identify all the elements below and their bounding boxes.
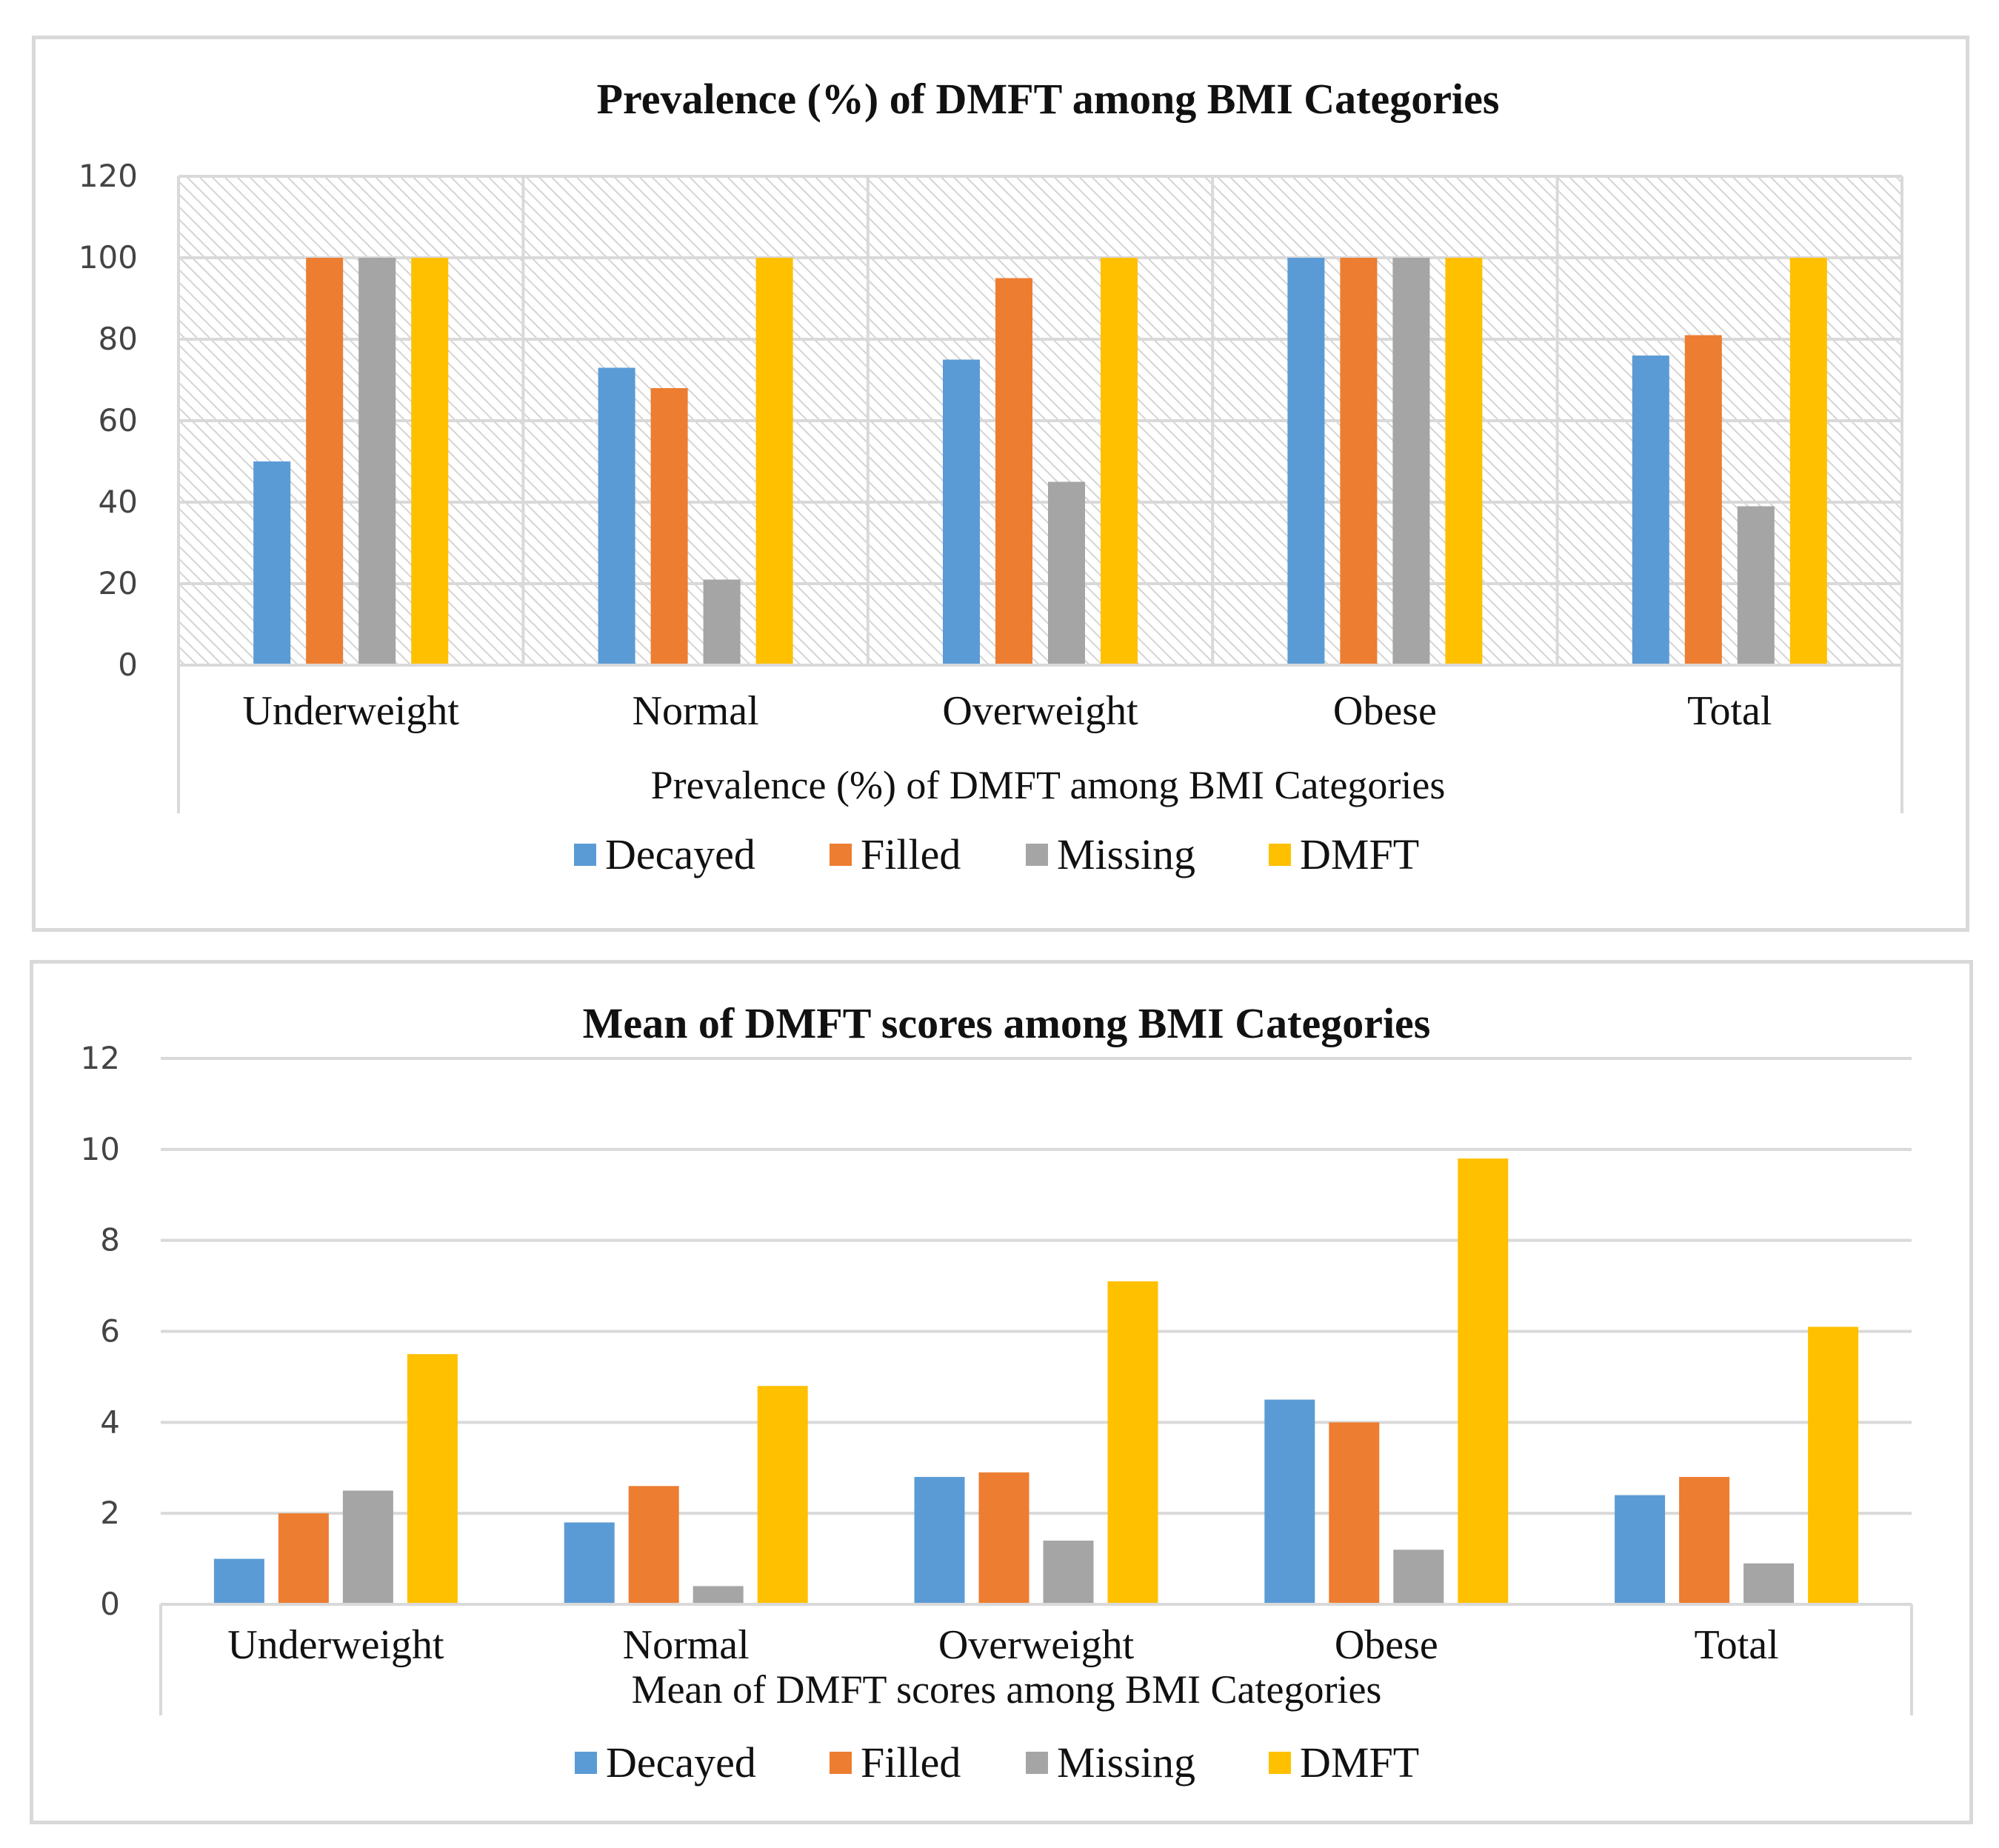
bar-dmft-underweight bbox=[411, 258, 449, 665]
bar-dmft-normal bbox=[755, 258, 793, 665]
x-tick-label: Total bbox=[1694, 1622, 1778, 1668]
bar-dmft-underweight bbox=[407, 1354, 458, 1604]
x-axis-title: Prevalence (%) of DMFT among BMI Categor… bbox=[651, 763, 1446, 807]
bar-decayed-normal bbox=[564, 1522, 615, 1604]
y-tick-label: 40 bbox=[99, 484, 138, 520]
legend-swatch-missing bbox=[1026, 1752, 1048, 1774]
bar-dmft-obese bbox=[1458, 1158, 1509, 1604]
mean-scores-chart-panel: Mean of DMFT scores among BMI Categories… bbox=[30, 960, 1973, 1824]
legend-label-decayed: Decayed bbox=[606, 1738, 756, 1787]
x-tick-label: Underweight bbox=[227, 1622, 444, 1668]
bar-decayed-overweight bbox=[943, 359, 980, 665]
legend-swatch-filled bbox=[830, 1752, 852, 1774]
x-tick-label: Total bbox=[1687, 688, 1772, 734]
chart-title: Prevalence (%) of DMFT among BMI Categor… bbox=[597, 75, 1500, 123]
x-axis-title: Mean of DMFT scores among BMI Categories bbox=[632, 1667, 1382, 1712]
chart-title: Mean of DMFT scores among BMI Categories bbox=[583, 999, 1431, 1047]
y-tick-label: 0 bbox=[118, 647, 138, 683]
bar-filled-underweight bbox=[306, 258, 344, 665]
prevalence-chart: Prevalence (%) of DMFT among BMI Categor… bbox=[79, 75, 1903, 878]
y-tick-label: 12 bbox=[81, 1040, 120, 1076]
bar-missing-underweight bbox=[358, 258, 396, 665]
bar-dmft-total bbox=[1789, 258, 1827, 665]
bar-decayed-underweight bbox=[213, 1558, 264, 1604]
bar-dmft-overweight bbox=[1101, 258, 1138, 665]
bar-missing-obese bbox=[1392, 258, 1430, 665]
bar-decayed-obese bbox=[1287, 258, 1325, 665]
y-tick-label: 20 bbox=[99, 565, 138, 601]
legend-label-filled: Filled bbox=[861, 830, 961, 878]
bar-missing-total bbox=[1743, 1563, 1795, 1604]
legend-swatch-dmft bbox=[1269, 844, 1291, 866]
bar-decayed-obese bbox=[1264, 1399, 1315, 1604]
bar-filled-total bbox=[1684, 335, 1722, 665]
y-tick-label: 80 bbox=[99, 321, 138, 357]
bar-filled-overweight bbox=[995, 278, 1032, 665]
y-tick-label: 4 bbox=[100, 1404, 120, 1440]
legend-label-dmft: DMFT bbox=[1300, 830, 1419, 878]
y-tick-label: 0 bbox=[100, 1586, 120, 1622]
y-tick-label: 10 bbox=[81, 1131, 120, 1167]
y-tick-label: 100 bbox=[79, 239, 138, 276]
legend-label-dmft: DMFT bbox=[1300, 1738, 1419, 1787]
legend-swatch-missing bbox=[1026, 844, 1048, 866]
legend-swatch-dmft bbox=[1269, 1752, 1291, 1774]
legend-label-filled: Filled bbox=[861, 1738, 961, 1787]
bar-filled-normal bbox=[650, 388, 688, 665]
bar-missing-underweight bbox=[342, 1490, 393, 1604]
legend-swatch-decayed bbox=[575, 1752, 597, 1774]
bar-decayed-total bbox=[1615, 1495, 1666, 1604]
bar-decayed-total bbox=[1632, 356, 1669, 665]
legend-label-missing: Missing bbox=[1057, 1738, 1195, 1787]
x-tick-label: Normal bbox=[633, 688, 759, 734]
bar-decayed-normal bbox=[598, 367, 635, 665]
y-tick-label: 6 bbox=[100, 1313, 120, 1350]
bar-missing-obese bbox=[1393, 1550, 1444, 1604]
legend-swatch-decayed bbox=[574, 844, 596, 866]
x-tick-label: Overweight bbox=[938, 1622, 1135, 1668]
legend-label-missing: Missing bbox=[1057, 830, 1195, 878]
bar-filled-obese bbox=[1329, 1422, 1380, 1604]
bar-missing-normal bbox=[693, 1586, 744, 1604]
bar-missing-normal bbox=[703, 579, 741, 665]
mean-scores-chart: Mean of DMFT scores among BMI Categories… bbox=[81, 999, 1913, 1787]
prevalence-chart-panel: Prevalence (%) of DMFT among BMI Categor… bbox=[32, 36, 1969, 932]
bar-missing-overweight bbox=[1043, 1541, 1094, 1604]
legend-swatch-filled bbox=[830, 844, 852, 866]
x-tick-label: Obese bbox=[1335, 1622, 1438, 1668]
x-tick-label: Normal bbox=[623, 1622, 750, 1668]
bar-filled-obese bbox=[1340, 258, 1378, 665]
bar-filled-underweight bbox=[278, 1513, 329, 1604]
bar-filled-overweight bbox=[978, 1472, 1029, 1604]
bar-missing-total bbox=[1737, 506, 1775, 665]
y-tick-label: 60 bbox=[99, 402, 138, 438]
y-tick-label: 2 bbox=[100, 1495, 120, 1531]
bar-decayed-underweight bbox=[253, 461, 291, 665]
bar-filled-total bbox=[1679, 1477, 1730, 1604]
x-tick-label: Obese bbox=[1333, 688, 1437, 734]
y-tick-label: 120 bbox=[79, 158, 138, 194]
y-tick-label: 8 bbox=[100, 1222, 120, 1258]
bar-filled-normal bbox=[628, 1486, 679, 1604]
bar-decayed-overweight bbox=[914, 1477, 965, 1604]
bar-dmft-overweight bbox=[1107, 1281, 1158, 1604]
x-tick-label: Underweight bbox=[243, 688, 460, 734]
legend-label-decayed: Decayed bbox=[605, 830, 755, 878]
bar-missing-overweight bbox=[1048, 481, 1085, 665]
bar-dmft-obese bbox=[1445, 258, 1483, 665]
x-tick-label: Overweight bbox=[942, 688, 1138, 734]
bar-dmft-total bbox=[1808, 1327, 1859, 1604]
bar-dmft-normal bbox=[757, 1386, 808, 1604]
